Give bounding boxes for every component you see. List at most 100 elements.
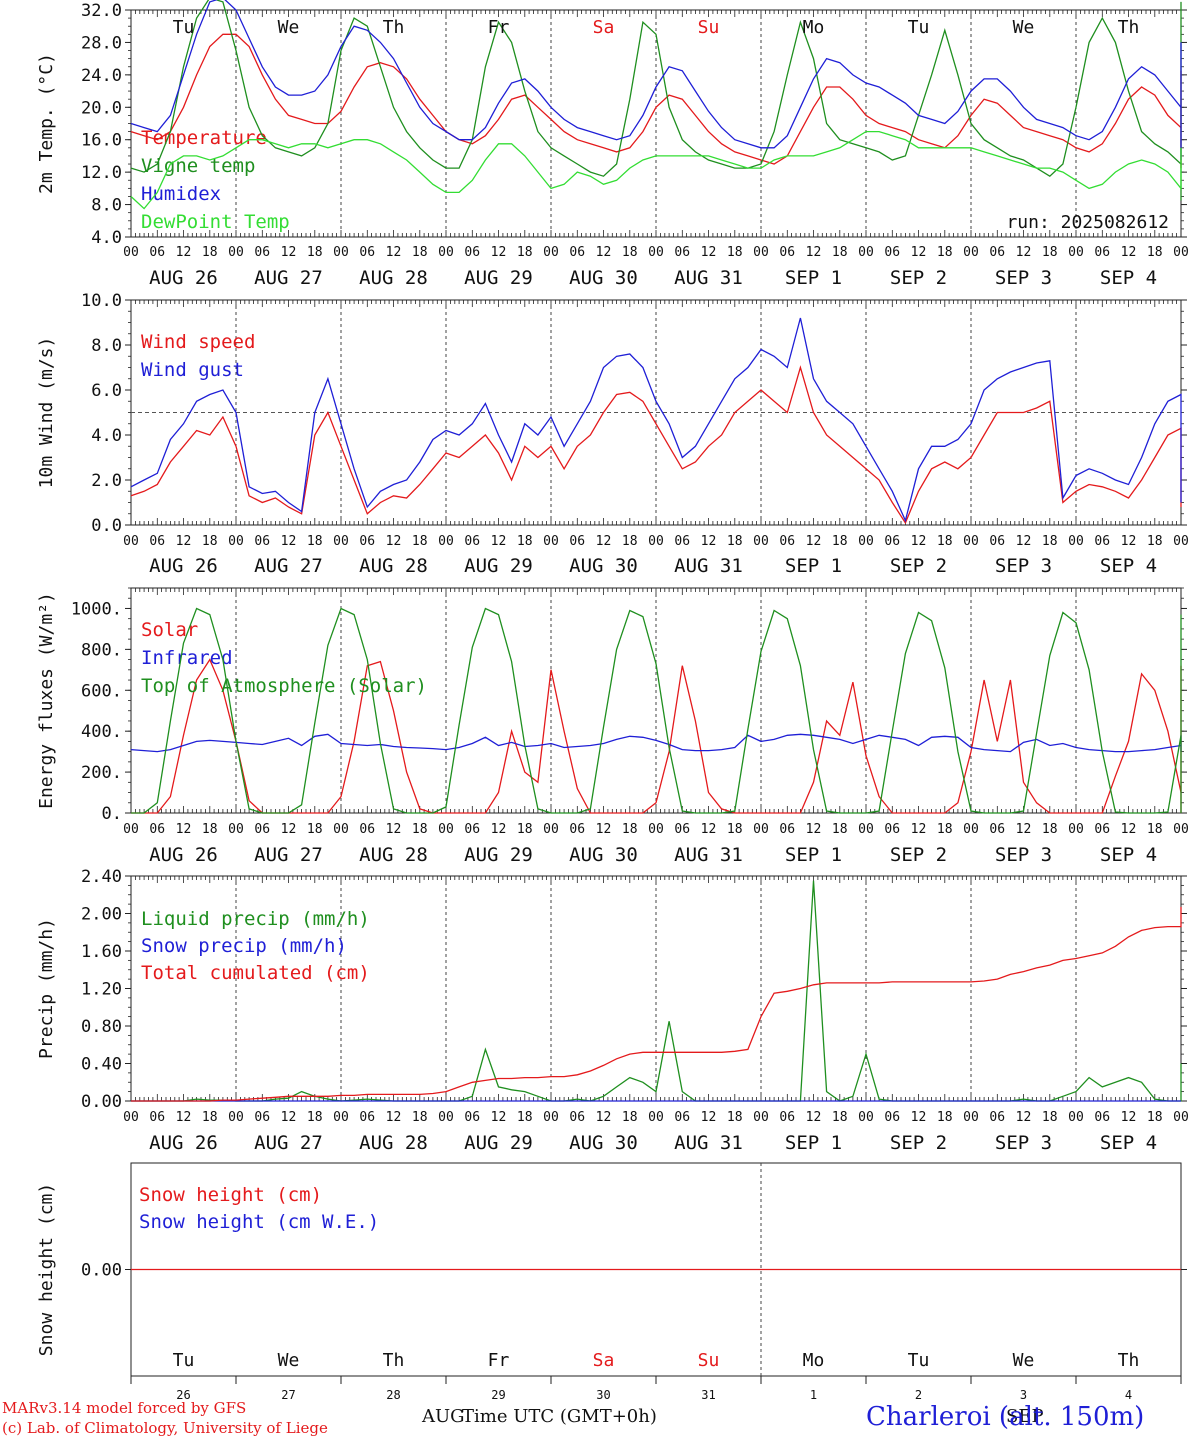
day-number: 28 [386,1388,400,1402]
x-date-label: SEP 4 [1100,844,1157,866]
x-hour-label: 00 [438,822,454,837]
x-hour-label: 00 [228,1110,244,1125]
legend-entry: Total cumulated (cm) [141,962,370,984]
x-date-label: AUG 30 [569,844,638,866]
x-hour-label: 12 [386,822,402,837]
x-hour-label: 12 [1016,1110,1032,1125]
y-tick-label: 8.0 [91,196,122,216]
x-hour-label: 12 [911,534,927,549]
legend-entry: Infrared [141,647,233,669]
x-hour-label: 12 [806,1110,822,1125]
x-date-label: AUG 26 [149,844,218,866]
x-hour-label: 12 [281,534,297,549]
x-hour-label: 12 [491,822,507,837]
x-date-label: SEP 3 [995,555,1052,577]
x-hour-label: 00 [438,534,454,549]
x-date-label: AUG 30 [569,267,638,289]
x-hour-label: 06 [569,822,585,837]
x-date-label: AUG 27 [254,555,323,577]
x-hour-label: 06 [254,822,270,837]
x-date-label: AUG 29 [464,1132,533,1154]
day-number: 1 [810,1388,817,1402]
x-hour-label: 00 [858,245,874,260]
legend-entry: Top of Atmosphere (Solar) [141,675,427,697]
day-name-top: Su [698,17,720,38]
x-hour-label: 06 [359,1110,375,1125]
y-tick-label: 2.0 [91,471,122,491]
y-tick-label: 0.00 [81,1261,122,1281]
x-hour-label: 12 [176,534,192,549]
day-name-bottom: We [1013,1350,1035,1371]
x-hour-label: 06 [989,822,1005,837]
x-hour-label: 00 [543,1110,559,1125]
x-date-label: SEP 4 [1100,555,1157,577]
day-name-top: Fr [488,17,510,38]
x-hour-label: 00 [858,822,874,837]
x-date-label: SEP 1 [785,844,842,866]
x-hour-label: 12 [176,245,192,260]
y-tick-label: 2.40 [81,867,122,887]
series-total-cumulated-cm- [131,906,1182,1102]
x-hour-label: 06 [149,822,165,837]
x-hour-label: 18 [622,245,638,260]
x-hour-label: 18 [517,534,533,549]
x-hour-label: 18 [307,245,323,260]
run-annotation: run: 2025082612 [1006,212,1169,233]
x-date-label: SEP 3 [995,1132,1052,1154]
x-hour-label: 12 [491,534,507,549]
x-hour-label: 06 [569,245,585,260]
x-date-label: AUG 29 [464,844,533,866]
y-tick-label: 4.0 [91,228,122,248]
x-hour-label: 18 [937,1110,953,1125]
x-day-ticks [130,1376,1182,1384]
day-name-top: Mo [803,17,825,38]
x-hour-label: 18 [517,822,533,837]
x-hour-label: 06 [989,245,1005,260]
x-hour-label: 00 [123,822,139,837]
x-hour-label: 12 [1016,245,1032,260]
x-hour-label: 06 [1094,1110,1110,1125]
x-date-label: AUG 27 [254,267,323,289]
x-minor-ticks [130,876,1182,1101]
x-hour-label: 12 [596,245,612,260]
legend-entry: Snow precip (mm/h) [141,935,347,957]
x-hour-label: 00 [438,1110,454,1125]
series-top-of-atmosphere-solar- [131,607,1182,814]
y-tick-label: 600. [81,681,122,701]
y-tick-label: 200. [81,763,122,783]
x-date-label: AUG 30 [569,1132,638,1154]
x-hour-label: 00 [543,245,559,260]
y-axis-label: 10m Wind (m/s) [36,337,57,489]
legend-entry: Humidex [141,183,221,205]
x-date-label: SEP 2 [890,1132,947,1154]
x-hour-label: 12 [1016,534,1032,549]
x-hour-label: 12 [806,534,822,549]
x-hour-label: 18 [412,822,428,837]
x-date-label: SEP 1 [785,555,842,577]
x-hour-label: 00 [1173,1110,1189,1125]
x-hour-label: 18 [1042,1110,1058,1125]
x-hour-label: 12 [491,1110,507,1125]
y-tick-label: 0.40 [81,1055,122,1075]
x-hour-label: 00 [228,245,244,260]
y-axis-label: Precip (mm/h) [36,918,57,1059]
y-tick-label: 1000. [71,599,122,619]
x-hour-label: 00 [648,245,664,260]
x-hour-label: 12 [911,1110,927,1125]
x-hour-label: 00 [123,245,139,260]
y-tick-label: 0. [102,804,122,824]
x-hour-label: 00 [963,245,979,260]
y-axis-label: Energy fluxes (W/m²) [36,592,57,809]
x-hour-label: 12 [596,1110,612,1125]
x-hour-label: 18 [727,822,743,837]
x-hour-label: 12 [911,822,927,837]
y-tick-label: 6.0 [91,381,122,401]
x-hour-label: 18 [307,822,323,837]
x-hour-label: 00 [753,245,769,260]
x-hour-label: 00 [1068,1110,1084,1125]
day-name-top: Th [383,17,405,38]
y-tick-label: 2.00 [81,905,122,925]
x-hour-label: 18 [832,822,848,837]
footer-month-sep: SEP [1006,1406,1044,1427]
